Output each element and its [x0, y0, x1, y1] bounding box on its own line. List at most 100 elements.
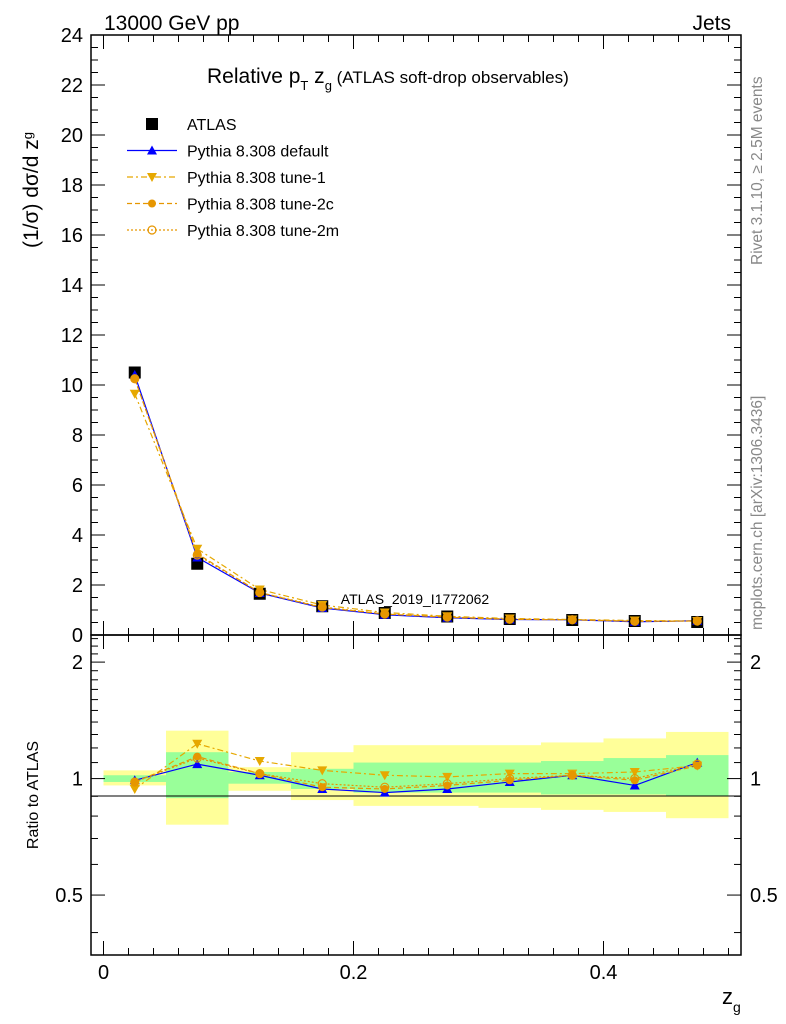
ratio-tick-label: 1	[750, 769, 761, 791]
ratio-point	[255, 769, 264, 778]
ratio-point	[192, 759, 203, 769]
series-line	[134, 374, 698, 623]
ratio-series-line	[134, 762, 698, 794]
legend-marker	[147, 145, 157, 155]
legend-entry: Pythia 8.308 tune-2m	[127, 223, 339, 240]
series-point	[505, 615, 514, 624]
y-axis-label: (1/σ) dσ/d zg	[20, 132, 43, 248]
ratio-point	[442, 779, 452, 789]
series-point	[568, 615, 577, 624]
series-line	[134, 378, 698, 622]
series-line	[134, 378, 698, 622]
ratio-point	[130, 777, 140, 787]
y-tick-label: 0	[72, 625, 83, 647]
legend-label: Pythia 8.308 tune-2m	[187, 223, 339, 240]
series-point	[255, 588, 264, 597]
ratio-point	[442, 772, 453, 782]
x-tick-label: 0.4	[590, 962, 618, 984]
series-point	[255, 587, 265, 598]
y-tick-label: 20	[61, 125, 83, 147]
legend: ATLAS Pythia 8.308 default Pythia 8.308 tu…	[127, 117, 339, 240]
mcplots-reference-label: mcplots.cern.ch [arXiv:1306.3436]	[749, 396, 766, 630]
ratio-point	[629, 767, 640, 777]
header-process-label: Jets	[692, 12, 731, 35]
series-point	[318, 603, 327, 612]
ratio-point	[192, 753, 202, 763]
ratio-panel-data	[129, 739, 703, 797]
y-tick-label: 18	[61, 175, 83, 197]
series-point	[567, 615, 577, 625]
legend-entry: ATLAS	[146, 117, 237, 134]
ratio-axis-label: Ratio to ATLAS	[25, 741, 42, 849]
legend-marker	[147, 173, 157, 182]
legend-label: Pythia 8.308 tune-1	[187, 170, 326, 187]
ratio-point	[254, 757, 265, 767]
ratio-panel-ticks: 0 0.2 0.4 0.5 0.5 1 1 2 2	[55, 635, 778, 984]
main-panel-data	[128, 366, 704, 628]
ratio-series-line	[134, 743, 698, 790]
legend-label: Pythia 8.308 tune-2c	[187, 197, 334, 214]
series-point	[192, 544, 203, 554]
legend-marker	[146, 118, 158, 130]
legend-entry: Pythia 8.308 tune-1	[127, 170, 326, 187]
ratio-point	[380, 782, 390, 792]
legend-entry: Pythia 8.308 default	[127, 144, 329, 161]
x-tick-label: 0	[98, 962, 109, 984]
ratio-point	[568, 771, 577, 780]
series-point	[380, 609, 390, 619]
ratio-point	[379, 771, 390, 781]
series-point	[630, 616, 640, 626]
ratio-panel-frame	[90, 634, 742, 956]
y-tick-label: 8	[72, 425, 83, 447]
y-tick-label: 24	[61, 25, 83, 47]
ratio-point	[505, 773, 515, 784]
ratio-panel: 0 0.2 0.4 0.5 0.5 1 1 2 2	[55, 634, 778, 984]
ratio-point	[129, 784, 140, 794]
series-line	[134, 393, 698, 622]
y-tick-label: 16	[61, 225, 83, 247]
series-point	[443, 613, 452, 622]
y-tick-label: 4	[72, 525, 83, 547]
series-point	[380, 610, 389, 618]
series-point	[129, 389, 140, 399]
ratio-tick-label: 0.5	[750, 885, 778, 907]
series-point	[505, 614, 515, 624]
analysis-watermark: ATLAS_2019_I1772062	[341, 591, 490, 607]
ratio-series-line	[134, 755, 698, 790]
y-tick-label: 14	[61, 275, 83, 297]
x-tick-label: 0.2	[340, 962, 368, 984]
plot-title: Relative pT zg (ATLAS soft-drop observab…	[207, 65, 569, 93]
ratio-point	[317, 779, 327, 789]
ratio-point	[130, 777, 139, 786]
series-point	[692, 616, 702, 626]
series-point	[693, 617, 702, 625]
ratio-tick-label: 2	[72, 652, 83, 674]
ratio-tick-label: 1	[72, 769, 83, 791]
legend-marker	[147, 225, 157, 235]
y-tick-label: 10	[61, 375, 83, 397]
ratio-point	[255, 769, 265, 779]
series-point	[630, 617, 639, 626]
ratio-tick-label: 2	[750, 652, 761, 674]
ratio-series-line	[134, 757, 698, 788]
ratio-point	[692, 759, 702, 769]
x-axis-label: zg	[722, 984, 741, 1015]
y-tick-label: 6	[72, 475, 83, 497]
series-point	[442, 612, 452, 622]
ratio-point	[629, 780, 640, 790]
rivet-version-label: Rivet 3.1.10, ≥ 2.5M events	[749, 76, 766, 265]
legend-label: Pythia 8.308 default	[187, 144, 329, 161]
legend-entry: Pythia 8.308 tune-2c	[127, 197, 334, 214]
ratio-tick-label: 0.5	[55, 885, 83, 907]
series-point	[317, 602, 327, 612]
ratio-point	[317, 766, 328, 776]
y-tick-label: 2	[72, 575, 83, 597]
series-point	[130, 374, 140, 384]
ratio-point	[567, 770, 577, 780]
series-point	[130, 374, 139, 383]
ratio-point	[192, 739, 203, 749]
series-point	[192, 550, 202, 560]
